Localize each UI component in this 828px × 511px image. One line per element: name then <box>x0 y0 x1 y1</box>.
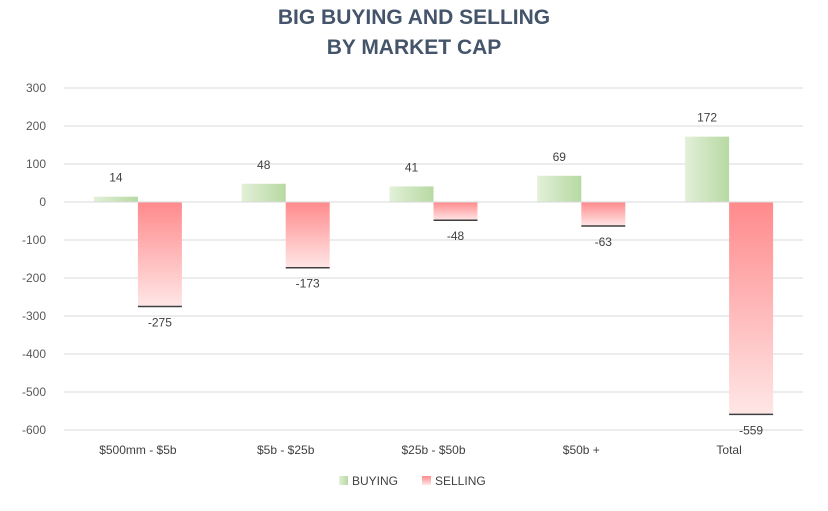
bar-buying <box>389 186 434 202</box>
bar-selling <box>581 202 626 226</box>
y-tick-label: -100 <box>22 233 46 247</box>
data-label-buying: 172 <box>697 111 717 125</box>
x-tick-label: $50b + <box>563 443 600 457</box>
legend-selling-label: SELLING <box>435 474 486 488</box>
x-tick-label: Total <box>716 443 741 457</box>
bar-buying <box>537 175 582 202</box>
x-tick-label: $25b - $50b <box>401 443 465 457</box>
x-tick-label: $5b - $25b <box>257 443 315 457</box>
data-label-selling: -48 <box>447 229 465 243</box>
y-tick-label: 0 <box>39 195 46 209</box>
y-tick-label: -400 <box>22 347 46 361</box>
y-tick-label: 100 <box>26 157 46 171</box>
bar-selling <box>137 202 182 307</box>
y-tick-label: 300 <box>26 81 46 95</box>
bar-selling <box>729 202 774 415</box>
y-tick-label: 200 <box>26 119 46 133</box>
data-label-buying: 14 <box>109 171 123 185</box>
y-tick-label: -500 <box>22 385 46 399</box>
data-label-selling: -173 <box>296 277 320 291</box>
bar-buying <box>241 183 286 202</box>
bar-buying <box>685 136 730 202</box>
data-label-buying: 48 <box>257 158 271 172</box>
data-label-buying: 41 <box>405 160 419 174</box>
legend-buying-swatch <box>339 476 348 485</box>
y-tick-label: -600 <box>22 423 46 437</box>
legend-selling-swatch <box>422 476 431 485</box>
data-label-selling: -63 <box>595 235 613 249</box>
bar-selling <box>285 202 330 268</box>
y-tick-label: -300 <box>22 309 46 323</box>
bar-selling <box>433 202 478 221</box>
data-label-buying: 69 <box>553 150 567 164</box>
data-label-selling: -559 <box>739 423 763 437</box>
legend-buying-label: BUYING <box>352 474 398 488</box>
y-tick-label: -200 <box>22 271 46 285</box>
chart-title-line-2: BY MARKET CAP <box>326 36 502 59</box>
x-tick-label: $500mm - $5b <box>99 443 177 457</box>
data-label-selling: -275 <box>148 316 172 330</box>
chart-title-line-1: BIG BUYING AND SELLING <box>277 6 551 29</box>
bar-buying <box>93 196 138 202</box>
